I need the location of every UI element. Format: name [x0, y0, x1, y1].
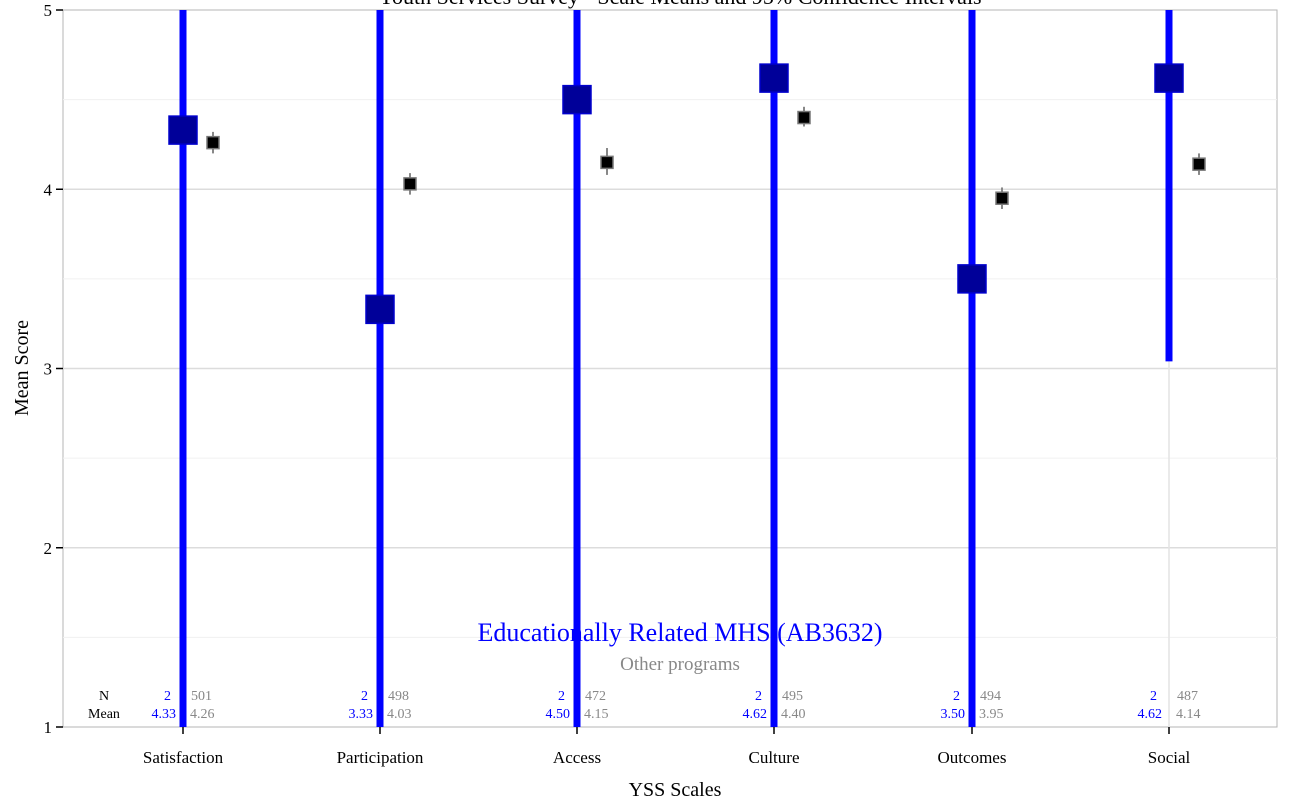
program-n-label: 2: [755, 689, 762, 704]
program-n-label: 2: [558, 689, 565, 704]
program-mean-label: 3.50: [941, 707, 966, 722]
other-n-label: 472: [585, 689, 606, 704]
other-n-label: 495: [782, 689, 803, 704]
program-n-label: 2: [164, 689, 171, 704]
other-programs-point: [1192, 157, 1206, 171]
x-tick-label: Satisfaction: [143, 748, 224, 767]
program-point: [1154, 63, 1184, 93]
y-tick-label: 1: [44, 718, 53, 737]
other-programs-point: [403, 177, 417, 191]
program-mean-label: 4.50: [546, 707, 571, 722]
program-mean-label: 4.62: [1138, 707, 1163, 722]
program-point: [957, 264, 987, 294]
other-n-label: 501: [191, 689, 212, 704]
plot-area: 2 4.33 501 4.26 2 3.33 498 4.03 2 4.50 472 4.15 2 4.6…: [152, 10, 1206, 727]
y-tick-label: 2: [44, 539, 53, 558]
other-mean-label: 3.95: [979, 707, 1004, 722]
program-point: [759, 63, 789, 93]
y-tick-label: 3: [44, 360, 53, 379]
other-n-label: 494: [980, 689, 1001, 704]
program-point: [365, 294, 395, 325]
x-axis-label: YSS Scales: [629, 779, 722, 801]
other-mean-label: 4.40: [781, 707, 806, 722]
other-mean-label: 4.14: [1176, 707, 1201, 722]
other-mean-label: 4.26: [190, 707, 215, 722]
x-tick-label: Social: [1148, 748, 1191, 767]
x-tick-label: Access: [553, 748, 601, 767]
y-tick-label: 4: [44, 180, 53, 199]
program-n-label: 2: [953, 689, 960, 704]
other-mean-label: 4.15: [584, 707, 609, 722]
other-mean-label: 4.03: [387, 707, 412, 722]
x-tick-label: Outcomes: [938, 748, 1007, 767]
program-n-label: 2: [361, 689, 368, 704]
other-programs-point: [995, 191, 1009, 205]
other-n-label: 498: [388, 689, 409, 704]
legend-series-2: Other programs: [620, 654, 740, 675]
x-tick-label: Participation: [337, 748, 424, 767]
table-row-label-mean: Mean: [88, 707, 120, 722]
other-n-label: 487: [1177, 689, 1198, 704]
x-tick-label: Culture: [749, 748, 800, 767]
table-row-label-n: N: [99, 689, 109, 704]
other-programs-point: [797, 110, 811, 125]
axes: 1 2 3 4 5 Satisfaction Participation Access Cult…: [44, 1, 1191, 767]
y-tick-label: 5: [44, 1, 53, 20]
other-programs-point: [600, 155, 614, 170]
program-n-label: 2: [1150, 689, 1157, 704]
program-mean-label: 4.33: [152, 707, 177, 722]
chart-title: Youth Services Survey - Scale Means and …: [378, 0, 981, 9]
y-axis-label: Mean Score: [11, 320, 33, 416]
program-mean-label: 4.62: [743, 707, 768, 722]
program-point: [168, 115, 198, 145]
program-mean-label: 3.33: [349, 707, 374, 722]
legend-series-1: Educationally Related MHS (AB3632): [477, 618, 882, 647]
program-point: [562, 84, 592, 115]
other-programs-point: [206, 135, 220, 150]
